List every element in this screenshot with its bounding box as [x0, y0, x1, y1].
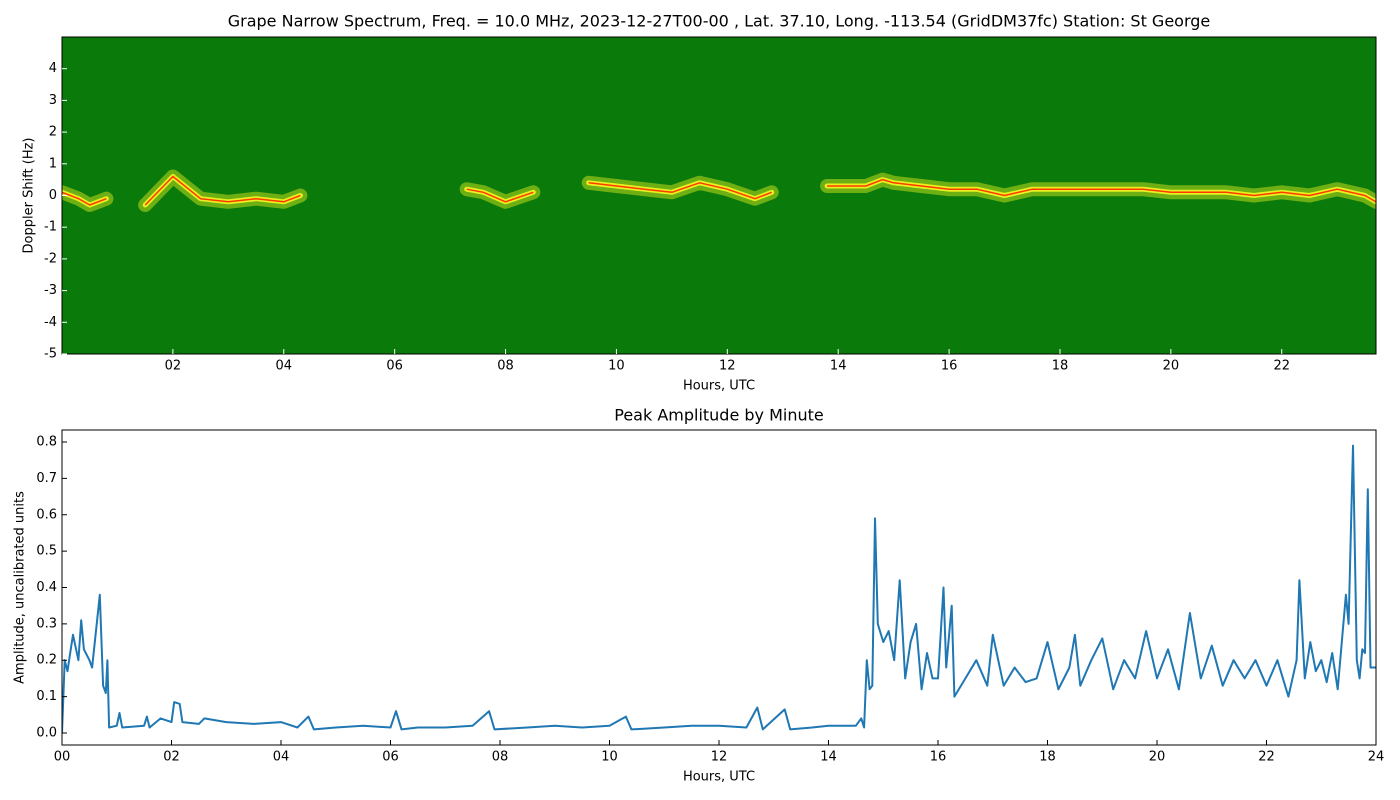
y-tick-label: 1 — [49, 156, 57, 171]
y-tick-label: 3 — [49, 93, 57, 108]
y-tick-label: 0.1 — [36, 689, 57, 704]
spectrogram-background — [62, 37, 1376, 354]
y-axis-label: Amplitude, uncalibrated units — [13, 491, 28, 684]
x-tick-label: 12 — [719, 359, 736, 374]
x-tick-label: 02 — [165, 359, 182, 374]
x-tick-label: 02 — [163, 750, 180, 765]
x-tick-label: 06 — [382, 750, 399, 765]
y-tick-label: 0.3 — [36, 616, 57, 631]
x-tick-label: 22 — [1258, 750, 1275, 765]
y-tick-label: 4 — [49, 61, 57, 76]
x-axis-label: Hours, UTC — [683, 379, 755, 394]
x-tick-label: 20 — [1149, 750, 1166, 765]
y-axis-label: Doppler Shift (Hz) — [22, 138, 37, 254]
y-tick-label: 2 — [49, 125, 57, 140]
x-tick-label: 16 — [930, 750, 947, 765]
plot-frame — [61, 429, 1377, 746]
x-tick-label: 18 — [1052, 359, 1069, 374]
y-tick-label: 0.2 — [36, 653, 57, 668]
x-tick-label: 08 — [492, 750, 509, 765]
chart-title: Grape Narrow Spectrum, Freq. = 10.0 MHz,… — [228, 12, 1211, 31]
x-tick-label: 00 — [54, 750, 71, 765]
y-tick-label: -2 — [44, 251, 57, 266]
x-tick-label: 20 — [1163, 359, 1180, 374]
y-tick-label: -5 — [44, 347, 57, 362]
y-tick-label: 0.8 — [36, 435, 57, 450]
y-tick-label: 0 — [49, 188, 57, 203]
y-tick-label: -4 — [44, 315, 57, 330]
x-tick-label: 12 — [711, 750, 728, 765]
amplitude-line — [62, 444, 1376, 734]
x-axis-label: Hours, UTC — [683, 770, 755, 785]
y-tick-label: 0.5 — [36, 544, 57, 559]
y-tick-label: -1 — [44, 220, 57, 235]
x-tick-label: 10 — [608, 359, 625, 374]
x-tick-label: 18 — [1039, 750, 1056, 765]
x-tick-label: 14 — [820, 750, 837, 765]
x-tick-label: 08 — [497, 359, 514, 374]
chart-title: Peak Amplitude by Minute — [614, 406, 824, 425]
y-tick-label: 0.7 — [36, 471, 57, 486]
x-tick-label: 10 — [601, 750, 618, 765]
x-tick-label: 04 — [273, 750, 290, 765]
y-tick-label: 0.0 — [36, 725, 57, 740]
x-tick-label: 14 — [830, 359, 847, 374]
x-tick-label: 22 — [1273, 359, 1290, 374]
y-tick-label: 0.6 — [36, 507, 57, 522]
y-tick-label: -3 — [44, 283, 57, 298]
x-tick-label: 24 — [1368, 750, 1385, 765]
x-tick-label: 16 — [941, 359, 958, 374]
y-tick-label: 0.4 — [36, 580, 57, 595]
x-tick-label: 06 — [386, 359, 403, 374]
x-tick-label: 04 — [275, 359, 292, 374]
doppler-trace — [62, 175, 1376, 206]
